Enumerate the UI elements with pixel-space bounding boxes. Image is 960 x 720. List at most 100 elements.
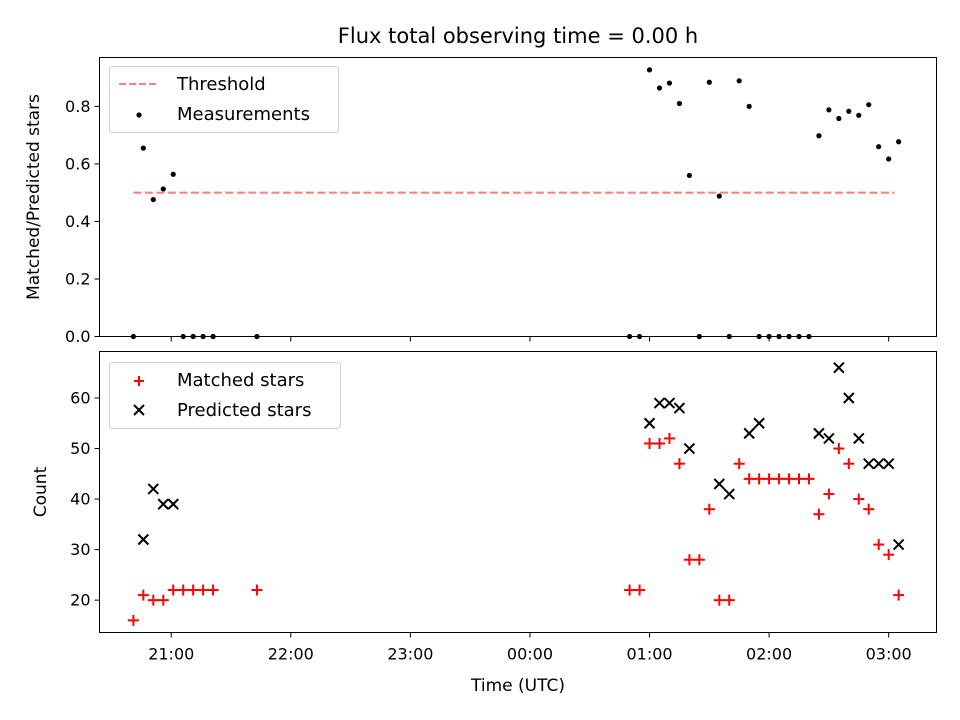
predicted-star-point — [147, 483, 160, 495]
measurement-point — [646, 67, 653, 73]
measurement-point — [706, 79, 712, 85]
top-y-tick-label: 0.2 — [65, 269, 90, 288]
x-tick-label: 01:00 — [626, 645, 672, 664]
matched-star-point — [251, 584, 263, 596]
predicted-star-point — [823, 432, 835, 445]
measurement-point — [150, 196, 156, 203]
measurement-point — [856, 112, 862, 118]
top-y-tick-label: 0.8 — [65, 97, 90, 116]
predicted-star-point — [673, 402, 686, 414]
measurement-point — [816, 133, 822, 139]
measurement-point — [866, 102, 872, 108]
measurement-point — [676, 100, 683, 107]
matched-star-point — [713, 594, 725, 606]
predicted-star-point — [137, 533, 150, 546]
predicted-star-point — [892, 538, 905, 551]
matched-star-point — [783, 473, 795, 485]
matched-star-point — [644, 437, 656, 449]
matched-star-point — [177, 584, 189, 596]
matched-star-point — [127, 614, 139, 626]
matched-star-point — [663, 432, 675, 444]
matched-star-point — [624, 584, 636, 596]
matched-star-point — [693, 554, 705, 566]
matched-star-point — [187, 584, 199, 596]
measurement-point — [896, 139, 902, 145]
top-legend-box — [109, 66, 339, 133]
matched-star-point — [863, 503, 875, 515]
x-tick-label: 03:00 — [866, 645, 912, 664]
matched-star-point — [634, 584, 646, 596]
predicted-star-point — [157, 498, 169, 510]
x-axis-label: Time (UTC) — [470, 676, 565, 696]
matched-legend-label: Matched stars — [177, 370, 304, 391]
measurement-point — [886, 156, 892, 162]
x-tick-label: 02:00 — [746, 645, 792, 664]
top-x-ticks — [170, 336, 890, 342]
bottom-axes-frame — [99, 351, 937, 633]
predicted-star-point — [167, 498, 179, 510]
x-tick-label: 21:00 — [148, 645, 194, 664]
matched-star-point — [733, 458, 745, 470]
top-y-axis-label: Matched/Predicted stars — [24, 94, 44, 300]
bottom-y-tick-label: 30 — [70, 540, 90, 559]
measurement-point — [736, 78, 742, 84]
matched-star-point — [703, 503, 715, 515]
measurement-point — [846, 108, 852, 114]
matched-star-point — [743, 473, 755, 485]
x-tick-label: 00:00 — [507, 645, 553, 664]
predicted-star-point — [723, 488, 735, 500]
matched-star-point — [893, 589, 905, 601]
top-y-tick-label: 0.0 — [65, 327, 90, 346]
predicted-star-point — [853, 432, 865, 445]
measurement-point — [160, 186, 166, 192]
measurements-legend-label: Measurements — [177, 104, 310, 125]
measurement-point — [686, 172, 692, 179]
predicted-star-point — [833, 361, 845, 374]
measurement-point — [746, 103, 752, 109]
matched-star-point — [197, 584, 209, 596]
predicted-star-point — [653, 397, 666, 409]
predicted-star-point — [863, 457, 875, 470]
matched-star-point — [813, 508, 825, 520]
matched-star-point — [833, 443, 845, 455]
top-y-ticks: 0.0 0.2 0.4 0.6 0.8 — [65, 97, 100, 346]
matched-star-point — [157, 594, 169, 606]
matched-legend-swatch — [134, 376, 144, 386]
top-y-tick-label: 0.4 — [65, 212, 90, 231]
threshold-legend-label: Threshold — [176, 74, 266, 95]
matched-star-point — [137, 589, 149, 601]
measurement-point — [656, 85, 663, 91]
matched-star-point — [147, 594, 159, 606]
x-tick-label: 23:00 — [387, 645, 433, 664]
measurements-legend-swatch — [136, 112, 142, 118]
matched-star-point — [823, 488, 835, 500]
measurement-point — [170, 171, 176, 177]
measurement-point — [716, 193, 722, 199]
matched-star-point — [723, 594, 735, 606]
matched-star-point — [763, 473, 775, 485]
bottom-y-axis-label: Count — [31, 466, 51, 517]
predicted-star-point — [753, 417, 765, 429]
bottom-panel: 20 30 40 50 60 21:00 22:00 23:00 00:00 01:00 02:0… — [31, 351, 937, 696]
bottom-y-ticks: 20 30 40 50 60 — [70, 388, 100, 610]
matched-star-point — [207, 584, 219, 596]
bottom-x-ticks: 21:00 22:00 23:00 00:00 01:00 02:00 03:00 — [148, 632, 912, 664]
predicted-star-point — [683, 442, 696, 455]
predicted-star-point — [713, 478, 725, 490]
matched-star-point — [873, 539, 885, 551]
predicted-star-point — [643, 417, 656, 429]
measurement-point — [836, 115, 842, 122]
top-y-tick-label: 0.6 — [65, 154, 90, 173]
predicted-star-point — [873, 457, 885, 470]
bottom-y-tick-label: 20 — [70, 591, 90, 610]
bottom-y-tick-label: 50 — [70, 439, 90, 458]
chart-title: Flux total observing time = 0.00 h — [338, 24, 698, 48]
matched-star-point — [773, 473, 785, 485]
measurement-point — [876, 144, 882, 150]
bottom-marks — [127, 361, 905, 626]
predicted-star-point — [813, 427, 825, 440]
bottom-y-tick-label: 40 — [70, 490, 90, 509]
matched-star-point — [683, 554, 695, 566]
measurement-point — [666, 80, 673, 86]
